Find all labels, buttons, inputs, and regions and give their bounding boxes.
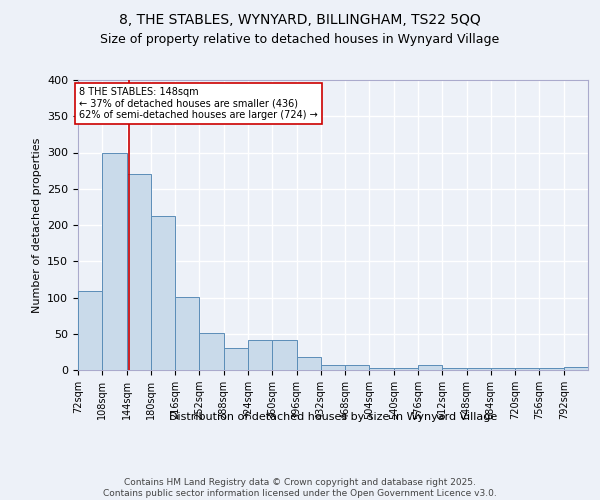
Text: Size of property relative to detached houses in Wynyard Village: Size of property relative to detached ho…: [100, 32, 500, 46]
Bar: [296, 357, 321, 370]
Bar: [564, 367, 588, 370]
Bar: [394, 368, 418, 370]
Bar: [515, 368, 539, 370]
Bar: [272, 340, 296, 370]
Bar: [248, 340, 272, 370]
Text: 8, THE STABLES, WYNYARD, BILLINGHAM, TS22 5QQ: 8, THE STABLES, WYNYARD, BILLINGHAM, TS2…: [119, 12, 481, 26]
Bar: [102, 153, 127, 370]
Bar: [151, 216, 175, 370]
Bar: [442, 368, 467, 370]
Bar: [418, 365, 442, 370]
Bar: [321, 365, 345, 370]
Text: Contains HM Land Registry data © Crown copyright and database right 2025.
Contai: Contains HM Land Registry data © Crown c…: [103, 478, 497, 498]
Bar: [78, 291, 102, 370]
Bar: [175, 297, 199, 370]
Bar: [370, 368, 394, 370]
Bar: [491, 368, 515, 370]
Bar: [127, 174, 151, 370]
Text: Distribution of detached houses by size in Wynyard Village: Distribution of detached houses by size …: [169, 412, 497, 422]
Bar: [224, 348, 248, 370]
Y-axis label: Number of detached properties: Number of detached properties: [32, 138, 41, 312]
Bar: [345, 365, 370, 370]
Bar: [539, 368, 564, 370]
Bar: [199, 333, 224, 370]
Bar: [467, 368, 491, 370]
Text: 8 THE STABLES: 148sqm
← 37% of detached houses are smaller (436)
62% of semi-det: 8 THE STABLES: 148sqm ← 37% of detached …: [79, 87, 318, 120]
